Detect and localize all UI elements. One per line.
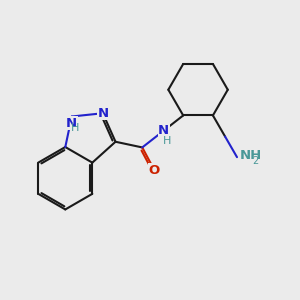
Text: NH: NH	[239, 149, 262, 162]
Text: H: H	[163, 136, 171, 146]
Text: N: N	[66, 116, 77, 130]
Text: N: N	[158, 124, 169, 137]
Text: H: H	[70, 123, 79, 133]
Text: 2: 2	[252, 156, 259, 166]
Text: N: N	[97, 107, 108, 120]
Text: O: O	[149, 164, 160, 177]
